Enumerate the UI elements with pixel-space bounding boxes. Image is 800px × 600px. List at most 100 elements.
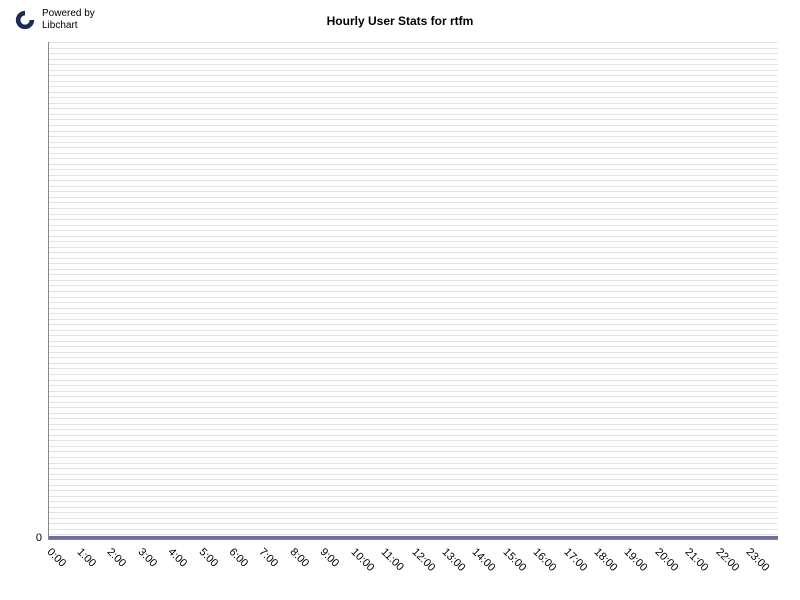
x-tick-label: 17:00 (561, 546, 589, 574)
grid-line (49, 385, 778, 386)
x-tick-label: 13:00 (439, 546, 467, 574)
grid-line (49, 485, 778, 486)
x-tick-label: 9:00 (318, 546, 342, 570)
grid-line (49, 114, 778, 115)
x-tick-label: 5:00 (196, 546, 220, 570)
x-tick-label: 1:00 (74, 546, 98, 570)
grid-line (49, 48, 778, 49)
grid-line (49, 523, 778, 524)
grid-line (49, 258, 778, 259)
grid-line (49, 197, 778, 198)
grid-line (49, 335, 778, 336)
chart-grid (49, 42, 778, 539)
grid-line (49, 457, 778, 458)
x-tick-label: 20:00 (652, 546, 680, 574)
y-tick-label: 0 (28, 532, 42, 544)
grid-line (49, 119, 778, 120)
grid-line (49, 108, 778, 109)
grid-line (49, 230, 778, 231)
x-tick-label: 7:00 (257, 546, 281, 570)
x-tick-label: 11:00 (379, 546, 406, 573)
grid-line (49, 280, 778, 281)
grid-line (49, 147, 778, 148)
x-tick-label: 8:00 (287, 546, 311, 570)
x-tick-label: 6:00 (227, 546, 251, 570)
x-tick-label: 16:00 (531, 546, 559, 574)
grid-line (49, 529, 778, 530)
x-tick-label: 2:00 (105, 546, 129, 570)
grid-line (49, 169, 778, 170)
grid-line (49, 501, 778, 502)
grid-line (49, 308, 778, 309)
grid-line (49, 291, 778, 292)
grid-line (49, 252, 778, 253)
grid-line (49, 496, 778, 497)
grid-line (49, 297, 778, 298)
grid-line (49, 440, 778, 441)
grid-line (49, 368, 778, 369)
grid-line (49, 70, 778, 71)
grid-line (49, 214, 778, 215)
grid-line (49, 64, 778, 65)
grid-line (49, 474, 778, 475)
grid-line (49, 330, 778, 331)
grid-line (49, 402, 778, 403)
grid-line (49, 53, 778, 54)
x-tick-label: 3:00 (135, 546, 159, 570)
grid-line (49, 92, 778, 93)
grid-line (49, 164, 778, 165)
grid-line (49, 363, 778, 364)
grid-line (49, 136, 778, 137)
x-tick-label: 4:00 (166, 546, 190, 570)
grid-line (49, 507, 778, 508)
x-tick-label: 10:00 (348, 546, 376, 574)
grid-line (49, 479, 778, 480)
grid-line (49, 81, 778, 82)
chart-plot-area (48, 42, 778, 540)
grid-line (49, 357, 778, 358)
grid-line (49, 86, 778, 87)
grid-line (49, 75, 778, 76)
grid-line (49, 274, 778, 275)
grid-line (49, 396, 778, 397)
grid-line (49, 208, 778, 209)
grid-line (49, 59, 778, 60)
grid-line (49, 407, 778, 408)
grid-line (49, 131, 778, 132)
grid-line (49, 413, 778, 414)
grid-line (49, 429, 778, 430)
grid-line (49, 319, 778, 320)
grid-line (49, 247, 778, 248)
grid-line (49, 463, 778, 464)
grid-line (49, 324, 778, 325)
grid-line (49, 352, 778, 353)
grid-line (49, 468, 778, 469)
grid-line (49, 158, 778, 159)
chart-title: Hourly User Stats for rtfm (0, 14, 800, 28)
grid-line (49, 202, 778, 203)
grid-line (49, 374, 778, 375)
x-tick-label: 22:00 (713, 546, 741, 574)
grid-line (49, 391, 778, 392)
grid-line (49, 518, 778, 519)
grid-line (49, 512, 778, 513)
grid-line (49, 142, 778, 143)
x-tick-label: 12:00 (409, 546, 437, 574)
grid-line (49, 451, 778, 452)
grid-line (49, 285, 778, 286)
x-tick-label: 0:00 (44, 546, 68, 570)
grid-line (49, 42, 778, 43)
grid-line (49, 236, 778, 237)
grid-line (49, 103, 778, 104)
x-tick-label: 19:00 (622, 546, 650, 574)
grid-line (49, 225, 778, 226)
x-tick-label: 15:00 (500, 546, 528, 574)
grid-line (49, 313, 778, 314)
x-tick-label: 14:00 (470, 546, 498, 574)
grid-line (49, 175, 778, 176)
chart-baseline (49, 536, 778, 539)
grid-line (49, 424, 778, 425)
grid-line (49, 97, 778, 98)
grid-line (49, 269, 778, 270)
grid-line (49, 153, 778, 154)
